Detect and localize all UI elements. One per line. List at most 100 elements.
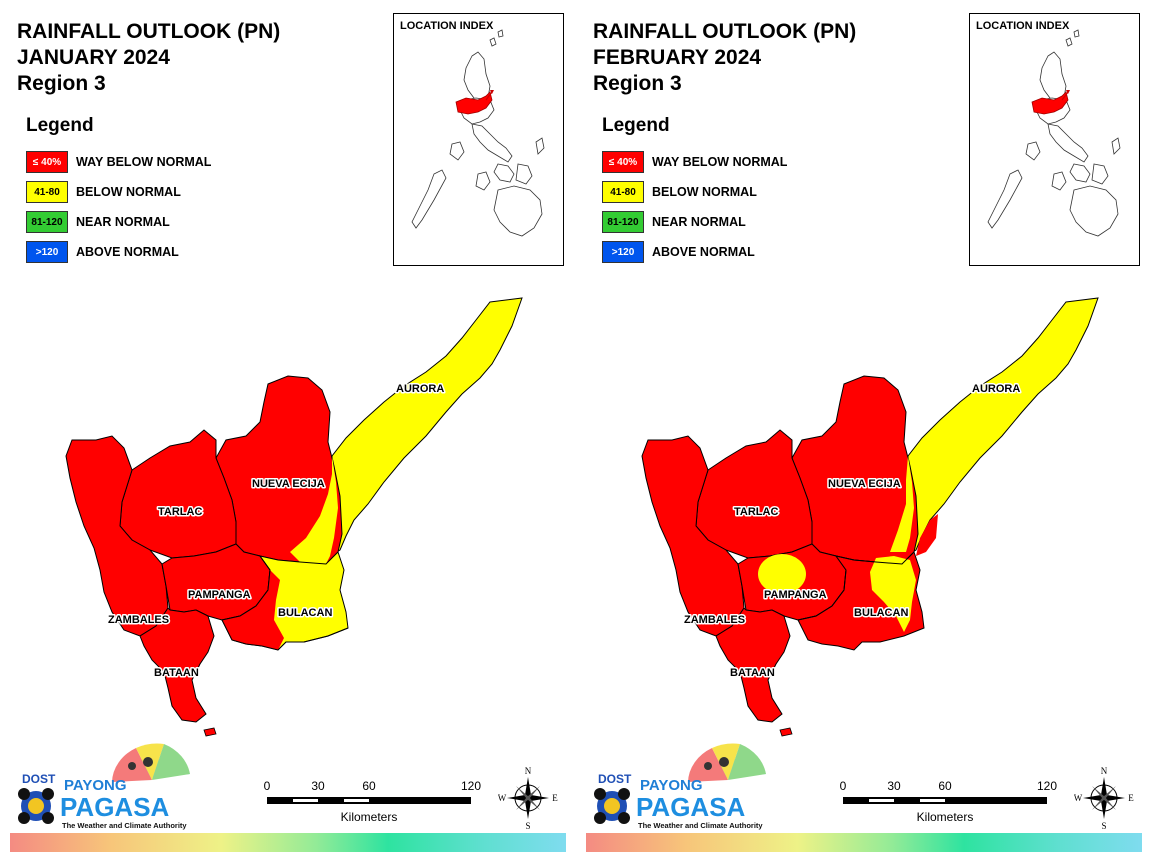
legend-item-way-below: ≤ 40% WAY BELOW NORMAL bbox=[26, 147, 211, 177]
title-line-2: FEBRUARY 2024 bbox=[593, 46, 762, 69]
legend-title: Legend bbox=[602, 115, 670, 136]
legend-label: NEAR NORMAL bbox=[76, 215, 170, 229]
logo-dost: DOST bbox=[22, 772, 56, 786]
compass-s: S bbox=[1101, 821, 1106, 831]
label-zambales: ZAMBALES bbox=[684, 614, 745, 626]
region-3-rainfall-map: AURORA NUEVA ECIJA TARLAC PAMPANGA ZAMBA… bbox=[65, 297, 523, 737]
legend-label: ABOVE NORMAL bbox=[652, 245, 755, 259]
legend-swatch: 41-80 bbox=[26, 181, 68, 203]
nueva-ecija-yellow-fringe bbox=[290, 456, 338, 564]
compass-rose-icon: N S E W bbox=[498, 766, 558, 831]
legend-label: BELOW NORMAL bbox=[652, 185, 757, 199]
region-3-highlight bbox=[455, 91, 493, 115]
logo-pagasa: PAGASA bbox=[636, 792, 746, 822]
title-line-1: RAINFALL OUTLOOK (PN) bbox=[593, 20, 857, 43]
scale-bar: 0 30 60 120 Kilometers bbox=[264, 779, 482, 824]
aurora-red-area bbox=[916, 514, 938, 556]
legend-label: ABOVE NORMAL bbox=[76, 245, 179, 259]
legend-label: WAY BELOW NORMAL bbox=[76, 155, 212, 169]
legend: Legend ≤ 40% WAY BELOW NORMAL 41-80 BELO… bbox=[26, 115, 211, 267]
scale-unit: Kilometers bbox=[917, 810, 974, 824]
philippines-outline-map bbox=[987, 29, 1121, 237]
compass-e: E bbox=[1128, 793, 1134, 803]
philippines-outline-map bbox=[411, 29, 545, 237]
scale-tick: 0 bbox=[840, 779, 847, 793]
title-line-1: RAINFALL OUTLOOK (PN) bbox=[17, 20, 281, 43]
pampanga-yellow-patch bbox=[758, 554, 806, 594]
compass-s: S bbox=[525, 821, 530, 831]
legend-swatch: ≤ 40% bbox=[602, 151, 644, 173]
legend-swatch: >120 bbox=[26, 241, 68, 263]
province-bataan bbox=[139, 607, 215, 723]
compass-w: W bbox=[498, 793, 507, 803]
legend-item-below: 41-80 BELOW NORMAL bbox=[602, 177, 787, 207]
province-aurora bbox=[329, 297, 523, 558]
scale-tick: 30 bbox=[311, 779, 325, 793]
logo-payong: PAYONG bbox=[64, 777, 127, 794]
location-index: LOCATION INDEX bbox=[393, 13, 564, 266]
map-title: RAINFALL OUTLOOK (PN) JANUARY 2024 Regio… bbox=[17, 19, 280, 97]
province-bataan bbox=[715, 607, 791, 723]
scale-tick: 60 bbox=[362, 779, 376, 793]
label-nueva-ecija: NUEVA ECIJA bbox=[828, 478, 901, 490]
province-aurora bbox=[905, 297, 1099, 558]
logo-tagline: The Weather and Climate Authority bbox=[62, 821, 187, 830]
scale-unit: Kilometers bbox=[341, 810, 398, 824]
map-panel-january: RAINFALL OUTLOOK (PN) JANUARY 2024 Regio… bbox=[10, 13, 566, 852]
label-bulacan: BULACAN bbox=[278, 607, 332, 619]
province-tarlac bbox=[695, 429, 813, 559]
scale-tick: 60 bbox=[938, 779, 952, 793]
label-aurora: AURORA bbox=[972, 383, 1020, 395]
label-nueva-ecija: NUEVA ECIJA bbox=[252, 478, 325, 490]
compass-n: N bbox=[525, 766, 532, 776]
scale-tick: 0 bbox=[264, 779, 271, 793]
label-zambales: ZAMBALES bbox=[108, 614, 169, 626]
payong-pagasa-logo: DOST PAYONG PAGASA The Weather and Clima… bbox=[594, 743, 766, 830]
label-bulacan: BULACAN bbox=[854, 607, 908, 619]
scale-tick: 30 bbox=[887, 779, 901, 793]
label-bataan: BATAAN bbox=[730, 667, 775, 679]
legend-swatch: 81-120 bbox=[26, 211, 68, 233]
location-index: LOCATION INDEX bbox=[969, 13, 1140, 266]
region-3-highlight bbox=[1031, 91, 1069, 115]
legend-item-way-below: ≤ 40% WAY BELOW NORMAL bbox=[602, 147, 787, 177]
label-tarlac: TARLAC bbox=[158, 506, 202, 518]
legend-label: NEAR NORMAL bbox=[652, 215, 746, 229]
scale-tick: 120 bbox=[1037, 779, 1057, 793]
compass-w: W bbox=[1074, 793, 1083, 803]
title-line-3: Region 3 bbox=[17, 72, 106, 95]
legend-item-near: 81-120 NEAR NORMAL bbox=[602, 207, 787, 237]
label-pampanga: PAMPANGA bbox=[188, 589, 251, 601]
legend-swatch: ≤ 40% bbox=[26, 151, 68, 173]
legend: Legend ≤ 40% WAY BELOW NORMAL 41-80 BELO… bbox=[602, 115, 787, 267]
legend-item-above: >120 ABOVE NORMAL bbox=[602, 237, 787, 267]
compass-n: N bbox=[1101, 766, 1108, 776]
legend-swatch: 81-120 bbox=[602, 211, 644, 233]
payong-pagasa-logo: DOST PAYONG PAGASA The Weather and Clima… bbox=[18, 743, 190, 830]
logo-tagline: The Weather and Climate Authority bbox=[638, 821, 763, 830]
bulacan-yellow-area bbox=[870, 556, 916, 632]
legend-swatch: >120 bbox=[602, 241, 644, 263]
scale-tick: 120 bbox=[461, 779, 481, 793]
legend-label: WAY BELOW NORMAL bbox=[652, 155, 788, 169]
legend-item-above: >120 ABOVE NORMAL bbox=[26, 237, 211, 267]
map-title: RAINFALL OUTLOOK (PN) FEBRUARY 2024 Regi… bbox=[593, 19, 856, 97]
scale-bar: 0 30 60 120 Kilometers bbox=[840, 779, 1058, 824]
legend-item-below: 41-80 BELOW NORMAL bbox=[26, 177, 211, 207]
title-line-3: Region 3 bbox=[593, 72, 682, 95]
label-pampanga: PAMPANGA bbox=[764, 589, 827, 601]
region-3-rainfall-map: AURORA NUEVA ECIJA TARLAC PAMPANGA ZAMBA… bbox=[641, 297, 1099, 737]
map-panel-february: RAINFALL OUTLOOK (PN) FEBRUARY 2024 Regi… bbox=[576, 0, 1152, 864]
title-line-2: JANUARY 2024 bbox=[17, 46, 170, 69]
logo-payong: PAYONG bbox=[640, 777, 703, 794]
logo-dost: DOST bbox=[598, 772, 632, 786]
compass-rose-icon: N S E W bbox=[1074, 766, 1134, 831]
label-tarlac: TARLAC bbox=[734, 506, 778, 518]
legend-title: Legend bbox=[26, 115, 94, 136]
logo-pagasa: PAGASA bbox=[60, 792, 170, 822]
footer-gradient-bar bbox=[586, 833, 1142, 852]
nueva-ecija-yellow-fringe bbox=[890, 456, 914, 552]
location-index-title: LOCATION INDEX bbox=[400, 20, 494, 32]
legend-label: BELOW NORMAL bbox=[76, 185, 181, 199]
legend-item-near: 81-120 NEAR NORMAL bbox=[26, 207, 211, 237]
